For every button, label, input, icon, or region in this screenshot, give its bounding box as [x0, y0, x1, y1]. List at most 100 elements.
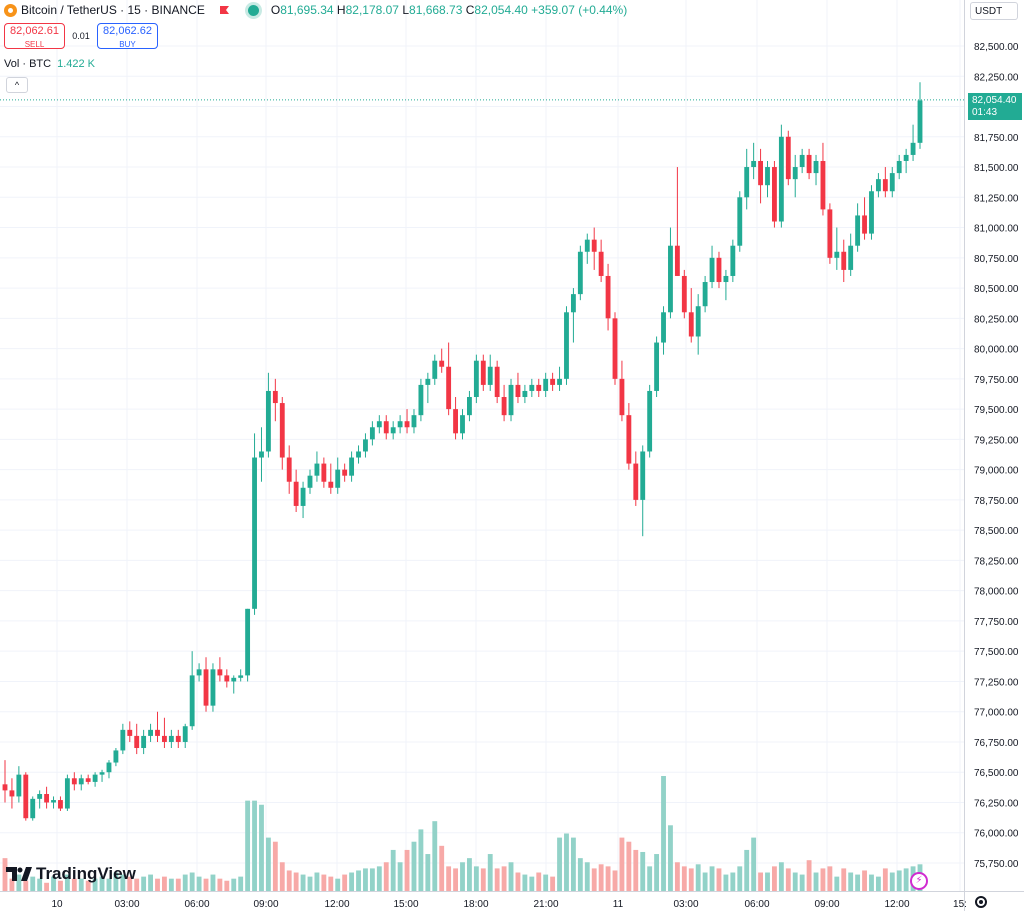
candle-body [654, 342, 660, 391]
candle-body [58, 800, 63, 809]
candle-body [78, 778, 84, 785]
volume-bar [446, 866, 452, 891]
price-tick-label: 81,250.00 [974, 193, 1019, 204]
volume-bar [487, 854, 493, 891]
candle-body [92, 774, 98, 782]
volume-bar [238, 876, 244, 891]
candle-body [869, 191, 874, 234]
volume-bar [342, 874, 348, 891]
time-tick-label: 06:00 [184, 899, 209, 910]
candle-body [265, 390, 271, 452]
volume-bar [369, 868, 375, 891]
price-tick-label: 78,750.00 [974, 496, 1019, 507]
last-price-label: 82,054.40 01:43 [968, 93, 1022, 120]
candle-body [889, 173, 895, 192]
volume-bar [30, 876, 36, 891]
change-value: +359.07 (+0.44%) [531, 3, 628, 17]
candle-body [425, 378, 431, 385]
volume-bar [148, 874, 153, 891]
volume-bar [432, 821, 438, 891]
volume-bar [841, 868, 847, 891]
candle-body [674, 245, 680, 276]
volume-bar [765, 872, 770, 891]
candle-body [307, 475, 313, 488]
sell-button[interactable]: 82,062.61 SELL [4, 23, 65, 49]
gear-icon[interactable] [975, 896, 987, 908]
tradingview-logo[interactable]: TradingView [6, 864, 136, 884]
buy-button[interactable]: 82,062.62 BUY [97, 23, 158, 49]
volume-bar [598, 864, 604, 891]
volume-legend: Vol · BTC 1.422 K [4, 58, 95, 70]
volume-bar [390, 849, 396, 891]
volume-bar [688, 868, 694, 891]
candle-body [162, 735, 167, 742]
volume-bar [286, 870, 292, 891]
volume-bar [328, 876, 334, 891]
lightning-icon[interactable]: ⚡ [910, 872, 928, 890]
candle-body [612, 318, 618, 379]
volume-bar [335, 878, 341, 891]
volume-bar [882, 868, 888, 891]
volume-bar [778, 862, 784, 891]
candle-body [605, 275, 611, 319]
price-tick-label: 76,000.00 [974, 829, 1019, 840]
volume-bar [356, 870, 361, 891]
collapse-legend-button[interactable]: ^ [6, 77, 28, 93]
candle-body [203, 669, 209, 706]
volume-bar [855, 874, 861, 891]
red-flag-icon[interactable] [219, 5, 230, 16]
volume-bar [23, 880, 29, 891]
volume-bar [820, 868, 826, 891]
volume-bar [467, 858, 472, 891]
volume-bar [605, 866, 611, 891]
candle-body [522, 390, 528, 398]
volume-bar [737, 866, 743, 891]
price-tick-label: 77,000.00 [974, 708, 1019, 719]
candle-body [300, 487, 306, 506]
price-tick-label: 80,750.00 [974, 254, 1019, 265]
symbol-title[interactable]: Bitcoin / TetherUS · 15 · BINANCE [21, 3, 205, 17]
candle-body [501, 397, 507, 416]
candle-body [737, 197, 743, 246]
volume-bar [744, 849, 750, 891]
candle-body [834, 251, 840, 258]
volume-bar [869, 874, 874, 891]
volume-bar [536, 872, 542, 891]
ohlc-values: O81,695.34 H82,178.07 L81,668.73 C82,054… [270, 3, 628, 17]
volume-bar [2, 858, 8, 891]
price-tick-label: 81,000.00 [974, 224, 1019, 235]
candle-body [515, 384, 521, 398]
volume-bar [557, 837, 562, 891]
volume-bar [279, 862, 285, 891]
volume-bar [799, 874, 805, 891]
tradingview-logo-icon [6, 867, 32, 881]
volume-bar [772, 866, 777, 891]
candle-body [744, 167, 750, 198]
candle-body [758, 160, 763, 186]
candle-body [120, 729, 126, 751]
volume-bar [203, 878, 209, 891]
candle-body [875, 179, 881, 192]
candle-body [668, 245, 673, 313]
time-tick-label: 03:00 [114, 899, 139, 910]
volume-bar [460, 862, 465, 891]
candle-body [765, 167, 770, 186]
candle-body [564, 312, 569, 379]
price-tick-label: 77,250.00 [974, 677, 1019, 688]
candle-body [363, 439, 368, 452]
currency-selector[interactable]: USDT [970, 2, 1018, 20]
volume-bar [633, 849, 639, 891]
volume-bar [570, 837, 576, 891]
candle-body [2, 784, 8, 791]
candle-body [529, 384, 535, 391]
volume-bar [668, 825, 673, 891]
candle-body [543, 378, 549, 391]
volume-bar [626, 841, 632, 891]
candle-body [820, 160, 826, 210]
price-tick-label: 82,500.00 [974, 42, 1019, 53]
time-tick-label: 21:00 [533, 899, 558, 910]
volume-bar [162, 876, 167, 891]
price-tick-label: 82,250.00 [974, 72, 1019, 83]
volume-bar [349, 872, 355, 891]
